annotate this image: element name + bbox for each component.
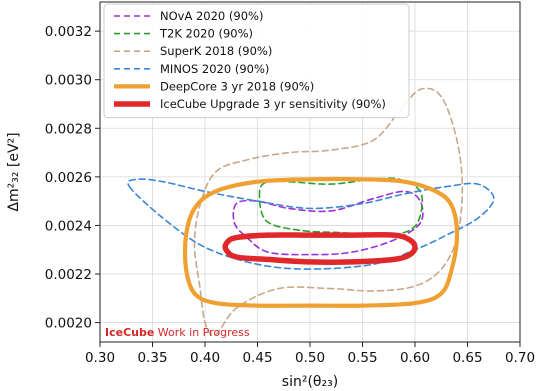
legend-entry: DeepCore 3 yr 2018 (90%) <box>160 79 314 93</box>
legend-box <box>103 3 410 119</box>
legend-entry: NOvA 2020 (90%) <box>160 9 263 23</box>
work-in-progress-label: Work in Progress <box>154 326 250 339</box>
y-tick-label: 0.0028 <box>45 121 92 137</box>
x-tick-label: 0.50 <box>295 350 325 366</box>
x-tick-label: 0.55 <box>347 350 377 366</box>
legend-entry: IceCube Upgrade 3 yr sensitivity (90%) <box>160 97 386 111</box>
y-tick-label: 0.0024 <box>45 218 92 234</box>
x-axis-label: sin²(θ₂₃) <box>282 374 338 390</box>
x-tick-label: 0.40 <box>190 350 220 366</box>
contour-nova <box>232 190 424 256</box>
x-tick-label: 0.45 <box>242 350 272 366</box>
y-axis-label: Δm²₃₂ [eV²] <box>6 132 22 211</box>
x-tick-label: 0.65 <box>452 350 482 366</box>
axes: 0.30 0.35 0.40 0.45 0.50 0.55 0.60 0.65 0.70 0.00… <box>45 1 535 366</box>
x-tick-label: 0.30 <box>85 350 115 366</box>
contour-t2k <box>258 177 424 236</box>
y-tick-label: 0.0022 <box>45 267 92 283</box>
legend-entry: MINOS 2020 (90%) <box>160 62 269 76</box>
x-tick-label: 0.35 <box>137 350 167 366</box>
contour-deepcore <box>182 176 460 308</box>
plot-frame <box>99 1 521 343</box>
contour-superk <box>193 87 464 336</box>
x-tick-label: 0.70 <box>505 350 535 366</box>
x-tick-label: 0.60 <box>400 350 430 366</box>
work-in-progress-annotation: IceCube Work in Progress <box>105 326 250 339</box>
icecube-brand-label: IceCube <box>105 326 154 339</box>
legend: NOvA 2020 (90%) T2K 2020 (90%) SuperK 2018… <box>103 3 410 119</box>
contour-icecube <box>222 231 418 265</box>
legend-entry: T2K 2020 (90%) <box>159 27 253 41</box>
plot-area <box>127 87 495 336</box>
y-tick-label: 0.0026 <box>45 170 92 186</box>
contour-minos <box>127 178 495 270</box>
legend-entry: SuperK 2018 (90%) <box>160 44 272 58</box>
y-tick-label: 0.0030 <box>45 73 92 89</box>
y-tick-label: 0.0032 <box>45 24 92 40</box>
y-tick-label: 0.0020 <box>45 316 92 332</box>
